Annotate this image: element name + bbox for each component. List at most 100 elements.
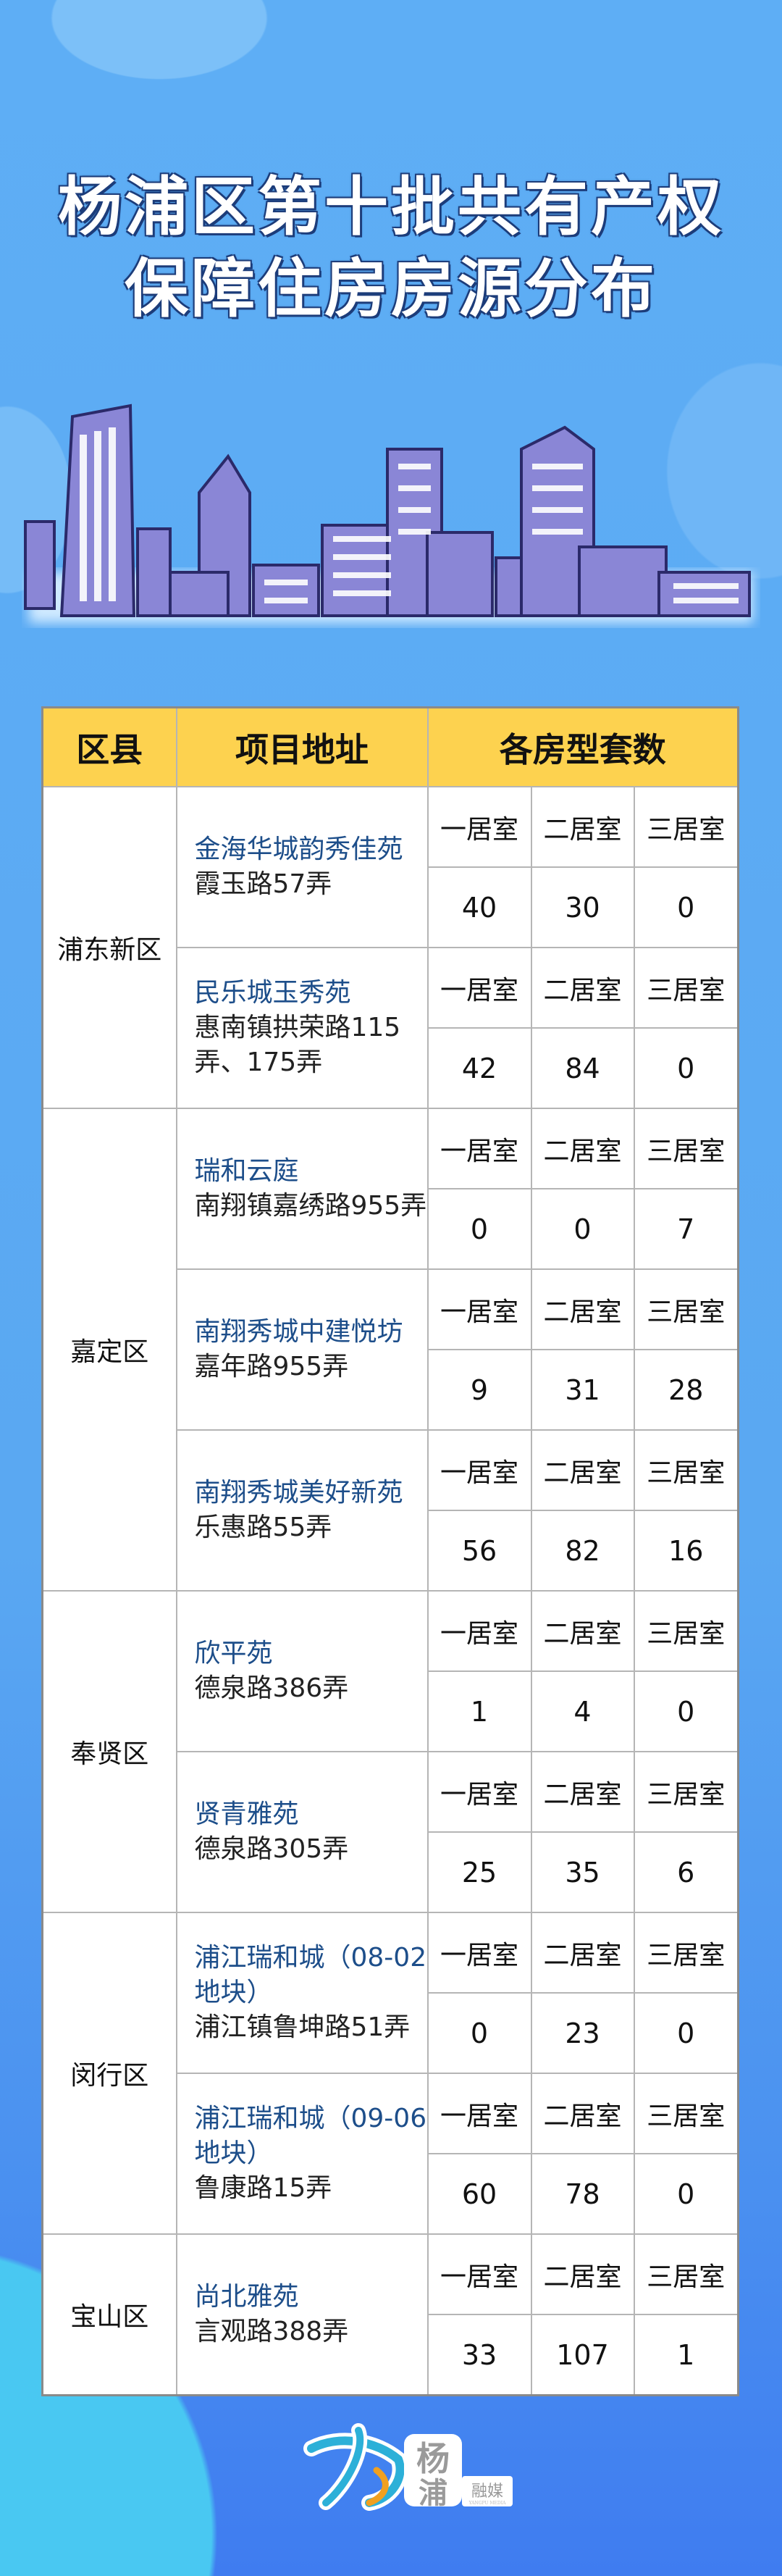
unit-count: 0 bbox=[633, 1992, 739, 2074]
room-type-label: 一居室 bbox=[426, 1108, 532, 1189]
room-type-label: 二居室 bbox=[530, 1590, 635, 1672]
unit-count: 78 bbox=[530, 2153, 635, 2235]
table-row: 贤青雅苑 德泉路305弄 一居室 二居室 三居室 bbox=[43, 1751, 739, 1913]
table-row: 60 78 0 bbox=[43, 2153, 739, 2235]
unit-count: 56 bbox=[426, 1510, 532, 1592]
unit-count: 0 bbox=[633, 2153, 739, 2235]
room-type-label: 二居室 bbox=[530, 947, 635, 1029]
table-row: 40 30 0 bbox=[43, 866, 739, 948]
table-row: 嘉定区 瑞和云庭 南翔镇嘉绣路955弄 一居室 二居室 三居室 bbox=[41, 1108, 739, 1592]
unit-count: 42 bbox=[426, 1027, 532, 1109]
unit-count: 84 bbox=[530, 1027, 635, 1109]
project-cell: 浦江瑞和城（08-02地块） 浦江镇鲁坤路51弄 bbox=[175, 1912, 429, 2074]
unit-count: 35 bbox=[530, 1831, 635, 1913]
project-name: 南翔秀城美好新苑 bbox=[194, 1478, 403, 1507]
unit-count: 6 bbox=[633, 1831, 739, 1913]
project-name: 瑞和云庭 bbox=[194, 1156, 299, 1186]
district-cell: 奉贤区 bbox=[41, 1590, 177, 1913]
project-name: 贤青雅苑 bbox=[194, 1799, 299, 1829]
unit-count: 16 bbox=[633, 1510, 739, 1592]
project-cell: 浦江瑞和城（09-06地块） 鲁康路15弄 bbox=[175, 2073, 429, 2235]
room-type-label: 三居室 bbox=[633, 786, 739, 868]
district-cell: 宝山区 bbox=[41, 2233, 177, 2396]
project-address: 浦江镇鲁坤路51弄 bbox=[194, 2012, 411, 2042]
project-cell: 南翔秀城中建悦坊 嘉年路955弄 bbox=[175, 1268, 429, 1431]
project-name: 尚北雅苑 bbox=[194, 2282, 299, 2312]
room-type-label: 二居室 bbox=[530, 1912, 635, 1994]
room-type-label: 二居室 bbox=[530, 2073, 635, 2154]
project-address: 嘉年路955弄 bbox=[194, 1352, 349, 1381]
table-row: 宝山区 尚北雅苑 言观路388弄 一居室 二居室 三居室 bbox=[41, 2233, 739, 2396]
room-type-label: 一居室 bbox=[426, 2233, 532, 2315]
project-cell: 民乐城玉秀苑惠南镇拱荣路115弄、175弄 bbox=[175, 947, 429, 1109]
room-type-label: 一居室 bbox=[426, 1751, 532, 1833]
table-row: 浦江瑞和城（09-06地块） 鲁康路15弄 一居室 二居室 三居室 bbox=[43, 2073, 739, 2235]
project-address: 言观路388弄 bbox=[194, 2317, 349, 2346]
room-type-label: 一居室 bbox=[426, 786, 532, 868]
unit-count: 33 bbox=[426, 2314, 532, 2396]
svg-text:YANGPU MEDIA: YANGPU MEDIA bbox=[468, 2501, 506, 2506]
header-district: 区县 bbox=[41, 706, 177, 787]
project-name: 欣平苑 bbox=[194, 1639, 273, 1668]
unit-count: 40 bbox=[426, 866, 532, 948]
project-cell: 尚北雅苑言观路388弄 bbox=[175, 2233, 429, 2396]
skyline-illustration bbox=[24, 403, 753, 623]
table-row: 25 35 6 bbox=[43, 1831, 739, 1913]
unit-count: 0 bbox=[633, 866, 739, 948]
page-title-line1: 杨浦区第十批共有产权 bbox=[57, 170, 724, 244]
room-type-label: 三居室 bbox=[633, 1751, 739, 1833]
project-name: 民乐城玉秀苑 bbox=[194, 978, 351, 1008]
table-row: 33 107 1 bbox=[43, 2314, 739, 2396]
header-project: 项目地址 bbox=[175, 706, 429, 787]
room-type-label: 三居室 bbox=[633, 1912, 739, 1994]
room-type-label: 一居室 bbox=[426, 1912, 532, 1994]
unit-count: 28 bbox=[633, 1349, 739, 1431]
housing-table: 区县 项目地址 各房型套数 浦东新区 金海华城韵秀佳苑 霞玉路57弄 一居室 二居室 三居… bbox=[41, 706, 739, 2396]
unit-count: 1 bbox=[426, 1670, 532, 1752]
room-type-label: 三居室 bbox=[633, 2233, 739, 2315]
room-type-label: 三居室 bbox=[633, 947, 739, 1029]
header-counts: 各房型套数 bbox=[426, 706, 739, 787]
table-row: 浦东新区 金海华城韵秀佳苑 霞玉路57弄 一居室 二居室 三居室 bbox=[41, 786, 739, 1109]
room-type-label: 三居室 bbox=[633, 1590, 739, 1672]
table-row: 南翔秀城中建悦坊 嘉年路955弄 一居室 二居室 三居室 bbox=[43, 1268, 739, 1431]
svg-text:浦: 浦 bbox=[419, 2476, 447, 2510]
room-type-label: 一居室 bbox=[426, 1268, 532, 1350]
table-row: 南翔秀城美好新苑 乐惠路55弄 一居室 二居室 三居室 bbox=[43, 1429, 739, 1592]
svg-text:杨: 杨 bbox=[416, 2439, 450, 2478]
project-address: 德泉路305弄 bbox=[194, 1834, 349, 1864]
unit-count: 30 bbox=[530, 866, 635, 948]
district-cell: 浦东新区 bbox=[41, 786, 177, 1109]
room-type-label: 二居室 bbox=[530, 1268, 635, 1350]
table-row: 56 82 16 bbox=[43, 1510, 739, 1592]
unit-count: 31 bbox=[530, 1349, 635, 1431]
project-address: 惠南镇拱荣路115弄、175弄 bbox=[194, 1013, 401, 1077]
unit-count: 23 bbox=[530, 1992, 635, 2074]
svg-text:融媒: 融媒 bbox=[471, 2483, 503, 2501]
unit-count: 0 bbox=[426, 1992, 532, 2074]
project-cell: 瑞和云庭南翔镇嘉绣路955弄 bbox=[175, 1108, 429, 1270]
unit-count: 4 bbox=[530, 1670, 635, 1752]
room-type-label: 一居室 bbox=[426, 1590, 532, 1672]
room-type-label: 二居室 bbox=[530, 1429, 635, 1511]
table-row: 9 31 28 bbox=[43, 1349, 739, 1431]
project-address: 霞玉路57弄 bbox=[194, 869, 332, 899]
district-cell: 嘉定区 bbox=[41, 1108, 177, 1592]
room-type-label: 二居室 bbox=[530, 1108, 635, 1189]
project-cell: 贤青雅苑德泉路305弄 bbox=[175, 1751, 429, 1913]
room-type-label: 二居室 bbox=[530, 786, 635, 868]
project-address: 南翔镇嘉绣路955弄 bbox=[194, 1191, 427, 1221]
room-type-label: 三居室 bbox=[633, 1268, 739, 1350]
project-name: 浦江瑞和城（09-06地块） bbox=[194, 2104, 427, 2168]
unit-count: 107 bbox=[530, 2314, 635, 2396]
room-type-label: 一居室 bbox=[426, 2073, 532, 2154]
page-title-line2: 保障住房房源分布 bbox=[124, 251, 657, 326]
project-address: 鲁康路15弄 bbox=[194, 2173, 332, 2203]
unit-count: 1 bbox=[633, 2314, 739, 2396]
unit-count: 0 bbox=[530, 1188, 635, 1270]
unit-count: 82 bbox=[530, 1510, 635, 1592]
project-cell: 南翔秀城美好新苑 乐惠路55弄 bbox=[175, 1429, 429, 1592]
room-type-label: 三居室 bbox=[633, 1108, 739, 1189]
